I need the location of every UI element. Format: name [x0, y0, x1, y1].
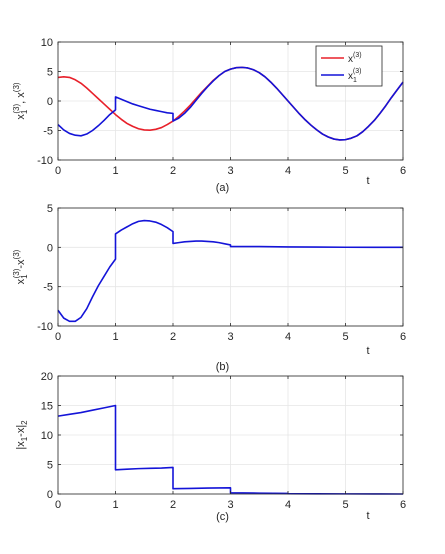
x-tick-label: 4 — [285, 165, 291, 177]
x-tick-label: 5 — [342, 165, 348, 177]
x-tick-label: 4 — [285, 331, 291, 343]
panel-caption: (b) — [216, 361, 229, 373]
legend-label: x(3) — [348, 52, 362, 65]
panel-c: 0 1 2 3 4 5 6 0 5 10 15 20 t (c) |x1-x|2 — [15, 371, 406, 523]
series-line-2 — [57, 66, 404, 141]
x-tick-label: 6 — [400, 331, 406, 343]
y-tick-label: -5 — [43, 126, 53, 138]
panel-b: 0 1 2 3 4 5 6 -10 -5 0 5 t (b) x1(3)-x(3) — [12, 203, 406, 373]
legend-box — [315, 45, 383, 87]
x-axis-label: t — [366, 175, 369, 187]
x-tick-label: 2 — [170, 499, 176, 511]
x-tick-label: 5 — [342, 331, 348, 343]
y-tick-label: 10 — [41, 430, 53, 442]
x-tick-label: 6 — [400, 499, 406, 511]
x-tick-label: 3 — [227, 499, 233, 511]
y-tick-label: 0 — [47, 489, 53, 501]
y-tick-label: 0 — [47, 96, 53, 108]
legend-label: x1(3) — [348, 68, 361, 84]
x-tick-label: 2 — [170, 331, 176, 343]
x-tick-label: 0 — [55, 331, 61, 343]
x-tick-label: 0 — [55, 499, 61, 511]
panel-a: 0 1 2 3 4 5 6 -10 -5 0 5 10 t (a) x1(3), x(3) x(3) x1(3) — [12, 37, 406, 194]
y-tick-label: 0 — [47, 242, 53, 254]
y-tick-label: 5 — [47, 203, 53, 215]
panel-caption: (a) — [216, 182, 229, 194]
x-tick-label: 3 — [227, 165, 233, 177]
x-axis-label: t — [366, 510, 369, 522]
y-tick-label: 15 — [41, 401, 53, 413]
x-tick-label: 1 — [112, 331, 118, 343]
x-tick-label: 6 — [400, 165, 406, 177]
x-tick-label: 3 — [227, 331, 233, 343]
y-axis-label: |x1-x|2 — [15, 420, 29, 450]
y-tick-label: -10 — [37, 321, 53, 333]
y-tick-label: 5 — [47, 460, 53, 472]
x-tick-label: 1 — [112, 165, 118, 177]
y-tick-label: -10 — [37, 155, 53, 167]
y-tick-label: -5 — [43, 282, 53, 294]
x-tick-label: 5 — [342, 499, 348, 511]
y-tick-label: 20 — [41, 371, 53, 383]
y-axis-label: x1(3), x(3) — [12, 82, 29, 119]
x-tick-label: 1 — [112, 499, 118, 511]
y-tick-label: 5 — [47, 67, 53, 79]
x-tick-label: 4 — [285, 499, 291, 511]
y-axis-label: x1(3)-x(3) — [12, 249, 29, 284]
y-tick-label: 10 — [41, 37, 53, 49]
legend: x(3) x1(3) — [315, 45, 383, 87]
x-tick-label: 0 — [55, 165, 61, 177]
x-axis-label: t — [366, 345, 369, 357]
x-tick-label: 2 — [170, 165, 176, 177]
panel-caption: (c) — [216, 511, 229, 523]
series-line-1 — [57, 219, 403, 323]
